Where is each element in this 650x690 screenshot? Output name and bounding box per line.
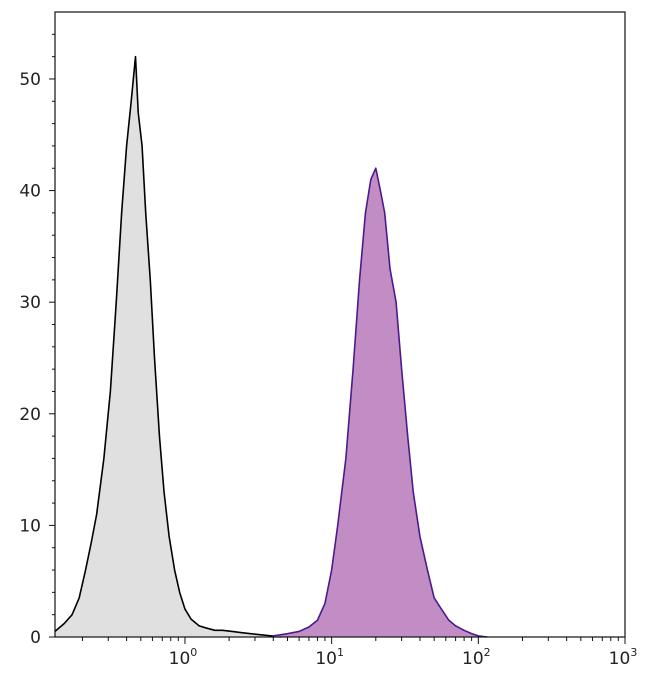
x-tick-base: 10 xyxy=(315,649,337,669)
x-tick-label: 103 xyxy=(609,646,638,669)
x-tick-base: 10 xyxy=(462,649,484,669)
x-tick-exponent: 2 xyxy=(484,646,491,659)
histogram-area-1 xyxy=(55,56,281,637)
x-tick-base: 10 xyxy=(609,649,631,669)
x-axis: 100 101 102 103 xyxy=(81,637,638,669)
histogram-area-2 xyxy=(273,168,488,637)
x-tick-label: 100 xyxy=(169,646,198,669)
series-layer xyxy=(54,55,488,638)
y-tick-label: 0 xyxy=(30,628,41,648)
histogram-line-2 xyxy=(273,167,488,638)
x-tick-exponent: 0 xyxy=(190,646,197,659)
y-tick-label: 20 xyxy=(19,405,41,425)
x-tick-exponent: 1 xyxy=(337,646,344,659)
x-tick-label: 101 xyxy=(315,646,344,669)
y-tick-label: 40 xyxy=(19,182,41,202)
y-axis: 0 10 20 30 40 50 xyxy=(19,33,55,648)
x-tick-base: 10 xyxy=(169,649,191,669)
y-tick-label: 10 xyxy=(19,516,41,536)
y-tick-label: 30 xyxy=(19,293,41,313)
x-tick-exponent: 3 xyxy=(630,646,637,659)
histogram-line-1 xyxy=(54,55,281,638)
x-tick-label: 102 xyxy=(462,646,491,669)
y-tick-label: 50 xyxy=(19,70,41,90)
